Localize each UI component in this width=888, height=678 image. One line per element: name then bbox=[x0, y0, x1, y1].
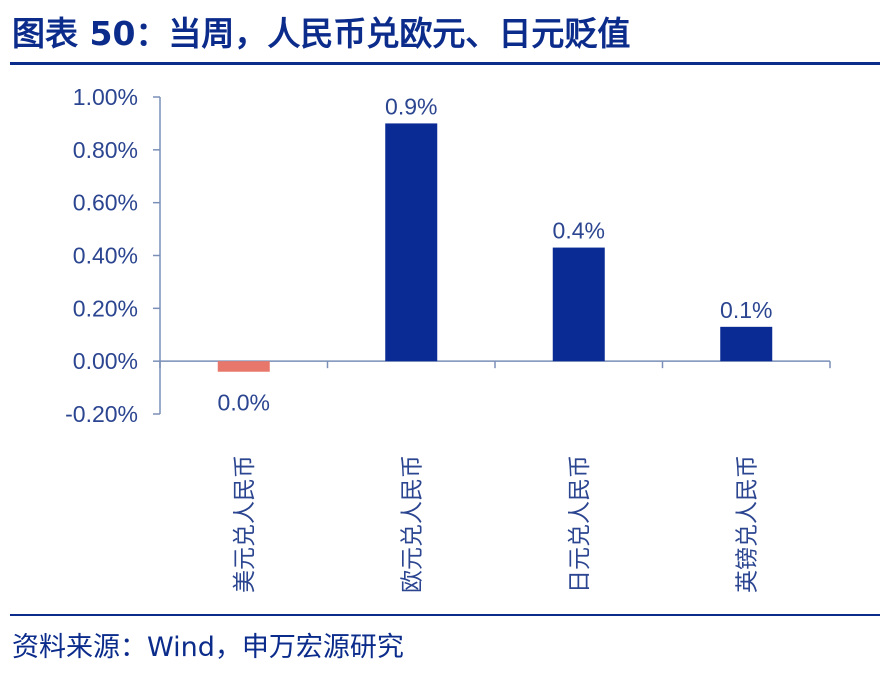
y-tick-label: 0.80% bbox=[73, 137, 138, 163]
data-label: 0.4% bbox=[553, 218, 605, 244]
y-tick-label: 1.00% bbox=[73, 84, 138, 110]
x-category-label: 英镑兑人民币 bbox=[734, 455, 760, 593]
source-rule bbox=[10, 614, 880, 616]
x-category-label: 日元兑人民币 bbox=[567, 455, 593, 593]
data-label: 0.9% bbox=[385, 93, 437, 119]
bar bbox=[385, 123, 438, 362]
bar bbox=[552, 247, 605, 362]
x-category-label: 欧元兑人民币 bbox=[399, 455, 425, 593]
y-tick-label: -0.20% bbox=[65, 401, 138, 427]
source-note: 资料来源：Wind，申万宏源研究 bbox=[12, 632, 404, 663]
title-rule bbox=[10, 62, 880, 65]
bar-chart: 1.00% 0.80% 0.60% 0.40% 0.20% 0.00% -0.20% 0.0%… bbox=[65, 84, 831, 593]
y-tick-label: 0.20% bbox=[73, 295, 138, 321]
y-tick-label: 0.40% bbox=[73, 243, 138, 269]
y-tick-label: 0.00% bbox=[73, 348, 138, 374]
bar bbox=[217, 361, 270, 372]
data-label: 0.1% bbox=[720, 297, 772, 323]
data-label: 0.0% bbox=[218, 390, 270, 416]
bar bbox=[720, 326, 773, 362]
x-category-label: 美元兑人民币 bbox=[232, 455, 258, 593]
chart-title: 图表 50：当周，人民币兑欧元、日元贬值 bbox=[12, 14, 631, 53]
y-tick-label: 0.60% bbox=[73, 190, 138, 216]
